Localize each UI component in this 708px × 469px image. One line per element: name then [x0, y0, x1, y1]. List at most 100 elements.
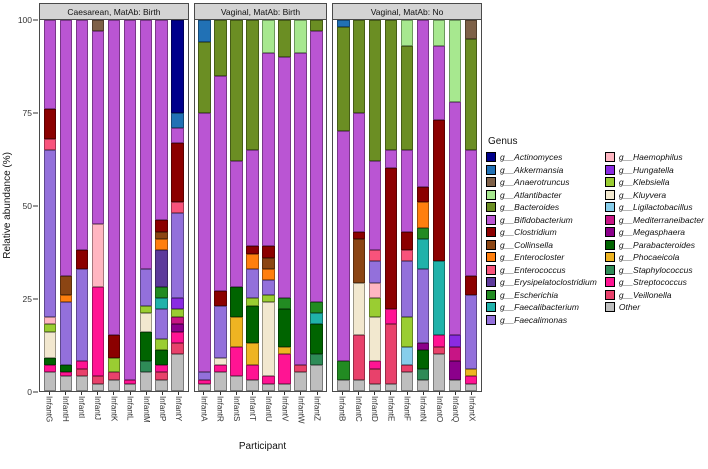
x-tick-label: InfantM [141, 396, 151, 423]
stacked-bar-InfantD[interactable] [368, 20, 382, 391]
bar-segment-Faecalimonas [246, 268, 259, 299]
stacked-bar-InfantW[interactable] [293, 20, 307, 391]
bar-segment-Faecalimonas [416, 268, 430, 343]
plot-panel [332, 20, 483, 392]
bar-segment-Hungatella [448, 335, 462, 347]
bar-segment-Bifidobacterium [123, 20, 137, 380]
x-tick-mark [251, 392, 253, 395]
legend-label-Hungatella: g__Hungatella [618, 164, 674, 175]
bar-segment-Klebsiella [171, 309, 185, 317]
stacked-bar-InfantT[interactable] [246, 20, 259, 391]
bar-segment-Bifidobacterium [171, 127, 185, 143]
bar-slot [90, 20, 106, 391]
bar-segment-Mediterraneibacter [171, 316, 185, 325]
stacked-bar-InfantO[interactable] [432, 20, 446, 391]
legend-label-Ligilactobacillus: g__Ligilactobacillus [618, 202, 693, 212]
stacked-bar-InfantI[interactable] [75, 20, 89, 391]
y-tick-label: 25 [22, 294, 32, 304]
bar-segment-Bacteroides [400, 46, 414, 150]
bar-segment-Bacteroides [464, 38, 478, 150]
bar-segment-Escherichia [416, 227, 430, 239]
legend-item-Streptococcus: g__Streptococcus [604, 277, 704, 287]
bar-segment-Phocaeicola [464, 368, 478, 377]
x-tick-mark [357, 392, 359, 395]
x-tick-label: InfantQ [451, 396, 461, 423]
stacked-bar-InfantV[interactable] [278, 20, 291, 391]
bar-segment-Bifidobacterium [230, 161, 244, 288]
stacked-bar-InfantN[interactable] [416, 20, 430, 391]
stacked-bar-InfantR[interactable] [214, 20, 228, 391]
bar-segment-Klebsiella [400, 316, 414, 347]
bar-slot [367, 20, 383, 391]
x-tick-label: InfantU [264, 396, 274, 422]
bar-segment-Bifidobacterium [278, 57, 291, 299]
bar-segment-Staphylococcus [309, 353, 323, 366]
bar-segment-Streptococcus [384, 309, 398, 325]
bar-slot [106, 20, 122, 391]
bar-segment-Veillonella [75, 368, 89, 377]
bar-segment-Bifidobacterium [368, 161, 382, 251]
stacked-bar-InfantS[interactable] [230, 20, 244, 391]
bar-segment-Staphylococcus [416, 368, 430, 380]
legend-swatch-Erysipelatoclostridium [486, 277, 496, 287]
bar-segment-Megasphaera [448, 361, 462, 380]
stacked-bar-InfantH[interactable] [59, 20, 73, 391]
legend-swatch-Escherichia [486, 289, 496, 300]
stacked-bar-InfantJ[interactable] [91, 20, 105, 391]
legend-label-Mediterraneibacter: g__Mediterraneibacter [618, 214, 704, 225]
y-tick-label: 50 [22, 201, 32, 211]
stacked-bar-InfantX[interactable] [464, 20, 478, 391]
bar-segment-Clostridium [464, 276, 478, 295]
x-label-slot: InfantK [106, 392, 122, 440]
bar-segment-Parabacteroides [155, 350, 169, 366]
stacked-bar-InfantP[interactable] [155, 20, 169, 391]
bar-segment-Veillonella [293, 365, 307, 373]
stacked-bar-InfantZ[interactable] [309, 20, 323, 391]
stacked-bar-InfantG[interactable] [43, 20, 57, 391]
stacked-bar-InfantB[interactable] [336, 20, 350, 391]
legend-item-Bifidobacterium: g__Bifidobacterium [486, 214, 597, 225]
stacked-bar-InfantU[interactable] [262, 20, 275, 391]
bar-segment-Bifidobacterium [155, 20, 169, 221]
stacked-bar-InfantF[interactable] [400, 20, 414, 391]
bar-segment-Faecalimonas [214, 305, 228, 358]
bar-segment-Escherichia [278, 298, 291, 310]
bar-segment-Streptococcus [278, 353, 291, 384]
bar-segment-Phocaeicola [278, 346, 291, 354]
x-tick-mark [97, 392, 99, 395]
bar-slot [245, 20, 261, 391]
stacked-bar-InfantM[interactable] [139, 20, 153, 391]
bar-segment-Atlantibacter [432, 20, 446, 47]
bar-segment-Other [448, 379, 462, 391]
legend-swatch-Streptococcus [604, 277, 615, 287]
stacked-bar-InfantQ[interactable] [448, 20, 462, 391]
bar-segment-Bifidobacterium [139, 20, 153, 269]
legend-swatch-Ligilactobacillus [604, 202, 615, 212]
bar-segment-Kluyvera [139, 313, 153, 332]
stacked-bar-InfantA[interactable] [198, 20, 212, 391]
stacked-bar-InfantL[interactable] [123, 20, 137, 391]
bar-segment-Escherichia [155, 287, 169, 299]
bar-segment-Atlantibacter [448, 20, 462, 102]
bar-segment-Bifidobacterium [59, 20, 73, 277]
x-tick-mark [64, 392, 66, 395]
legend-item-Clostridium: g__Clostridium [486, 227, 597, 237]
bar-segment-Faecalibacterium [309, 313, 323, 325]
stacked-bar-InfantK[interactable] [107, 20, 121, 391]
bar-segment-Veillonella [91, 376, 105, 384]
stacked-bar-InfantC[interactable] [352, 20, 366, 391]
bar-segment-Collinsella [262, 257, 275, 269]
stacked-bar-InfantY[interactable] [171, 20, 185, 391]
bar-segment-Faecalimonas [75, 268, 89, 362]
legend-swatch-Anaerotruncus [486, 177, 496, 187]
bar-segment-Faecalibacterium [155, 298, 169, 310]
stacked-bar-InfantE[interactable] [384, 20, 398, 391]
legend-item-Haemophilus: g__Haemophilus [604, 152, 704, 162]
legend-swatch-Other [604, 302, 615, 312]
x-label-slot: InfantJ [90, 392, 106, 440]
legend-label-Bacteroides: g__Bacteroides [500, 202, 560, 212]
bar-segment-Bifidobacterium [384, 149, 398, 169]
legend-label-Parabacteroides: g__Parabacteroides [618, 239, 695, 250]
bar-segment-Bifidobacterium [309, 31, 323, 302]
bar-segment-Parabacteroides [230, 287, 244, 317]
